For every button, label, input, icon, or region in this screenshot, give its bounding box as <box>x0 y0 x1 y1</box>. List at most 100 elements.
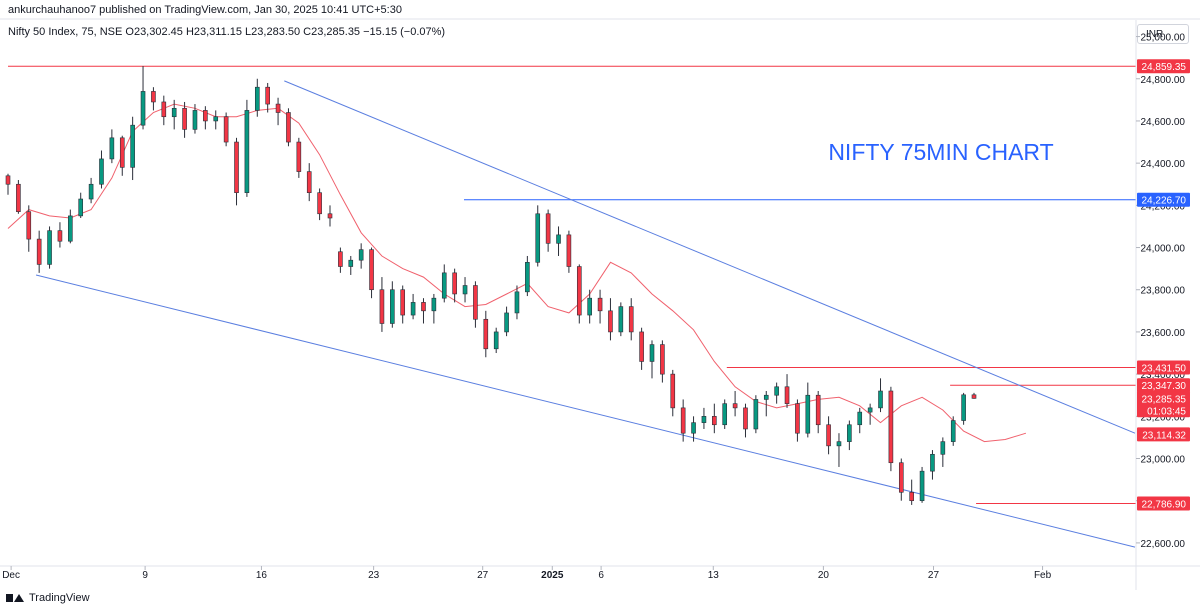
candle-body <box>535 213 541 263</box>
candle-body <box>743 407 748 430</box>
candle <box>36 230 42 273</box>
candle-body <box>774 386 779 396</box>
candle <box>587 289 592 324</box>
candle <box>5 173 11 195</box>
channel-trendlines[interactable] <box>35 80 1136 548</box>
candle-body <box>130 124 135 168</box>
y-tick-label: 24,200.00 <box>1141 201 1186 212</box>
candle-body <box>462 285 468 295</box>
price-axis[interactable]: 22,600.0022,800.0023,000.0023,200.0023,4… <box>1135 20 1190 590</box>
x-tick-label: Feb <box>1034 570 1052 581</box>
symbol-ohlc-line[interactable]: Nifty 50 Index, 75, NSE O23,302.45 H23,3… <box>8 26 446 38</box>
candle <box>88 177 94 204</box>
trendline-lower <box>35 274 1136 548</box>
candle <box>618 302 624 337</box>
candle <box>348 255 354 275</box>
candle-body <box>919 470 925 502</box>
candle <box>701 407 707 429</box>
candle <box>296 137 302 178</box>
candle <box>525 255 530 297</box>
candle-body <box>712 416 717 426</box>
candle <box>244 99 250 197</box>
candle <box>223 112 229 147</box>
candle-body <box>400 289 406 316</box>
candle-body <box>857 411 863 426</box>
candle <box>732 391 738 417</box>
channel-price-label-bg <box>1137 427 1190 442</box>
candle-body <box>286 112 291 143</box>
candle <box>971 392 977 399</box>
footer-brand-label: TradingView <box>29 592 90 604</box>
candle <box>909 479 914 505</box>
candle <box>379 277 385 332</box>
candle <box>608 298 613 341</box>
candle-body <box>36 238 42 265</box>
currency-button[interactable]: INR <box>1137 24 1189 44</box>
x-tick-label: 20 <box>818 570 830 581</box>
candle-body <box>493 331 499 350</box>
x-tick-label: 9 <box>142 570 148 581</box>
candle <box>338 247 343 273</box>
x-tick-label: 16 <box>256 570 268 581</box>
candle-body <box>930 453 935 472</box>
candle-body <box>171 107 177 118</box>
candle-body <box>47 230 52 265</box>
x-tick-label: 13 <box>708 570 720 581</box>
y-tick-label: 22,600.00 <box>1141 539 1186 550</box>
candle <box>763 391 769 417</box>
candle-body <box>338 251 343 267</box>
candle <box>452 268 457 303</box>
candle <box>722 399 728 429</box>
level-label: 24,226.70 <box>1142 196 1187 207</box>
last-price-label: 23,285.35 <box>1142 394 1187 405</box>
candle <box>99 150 104 189</box>
candle-body <box>327 213 333 219</box>
candle <box>151 87 156 111</box>
candle-body <box>441 272 447 299</box>
candle <box>940 437 946 467</box>
candle-body <box>940 441 946 455</box>
level-label: 23,347.30 <box>1142 381 1187 392</box>
candle <box>213 110 219 130</box>
candle-body <box>182 107 187 130</box>
candle-body <box>971 394 977 399</box>
candle <box>57 222 63 248</box>
candle <box>182 101 187 138</box>
candle-body <box>5 175 11 185</box>
level-label: 22,786.90 <box>1142 499 1187 510</box>
candle <box>410 293 416 320</box>
footer-brand[interactable]: TradingView <box>6 592 90 604</box>
candle-body <box>16 183 21 212</box>
candle-body <box>556 234 561 244</box>
x-tick-label: 6 <box>598 570 604 581</box>
candle <box>254 78 260 117</box>
y-tick-label: 23,600.00 <box>1141 328 1186 339</box>
trendline-upper <box>284 80 1136 434</box>
candle-body <box>421 302 426 312</box>
candle <box>784 374 790 408</box>
candle-body <box>950 420 956 442</box>
y-tick-label: 23,200.00 <box>1141 412 1186 423</box>
candle-body <box>358 249 364 261</box>
y-tick-label: 23,800.00 <box>1141 286 1186 297</box>
candle-body <box>244 110 250 193</box>
candle <box>826 416 831 455</box>
candle <box>639 327 644 370</box>
level-label-bg <box>1137 59 1190 74</box>
candle <box>535 205 541 267</box>
candle-body <box>452 272 457 295</box>
candle-body <box>483 318 489 350</box>
time-axis[interactable]: Dec 9 16 23 27 2025 6 13 20 27 Feb <box>0 565 1200 581</box>
candle <box>836 433 842 467</box>
candle <box>26 205 32 252</box>
candle <box>857 407 863 434</box>
candle-body <box>670 373 676 409</box>
level-label: 23,431.50 <box>1142 363 1187 374</box>
candle <box>576 264 582 324</box>
candle <box>421 298 426 324</box>
candle-body <box>805 394 811 434</box>
candle <box>431 293 437 324</box>
candle-body <box>57 230 63 242</box>
candle-body <box>254 86 260 111</box>
